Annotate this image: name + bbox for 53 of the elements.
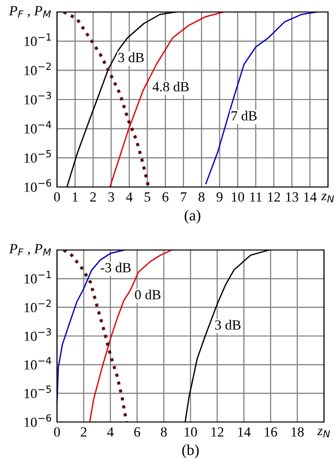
x-tick-label: 3	[108, 192, 114, 202]
line-series	[62, 12, 150, 187]
y-tick-label: 10$^{−6}$	[24, 414, 52, 427]
x-tick-label: 10	[232, 192, 244, 202]
x-tick-label: 14	[238, 427, 251, 436]
x-tick-label: 8	[160, 427, 167, 437]
y-tick-label: 10$^{−4}$	[24, 357, 52, 370]
y-tick-label: 10$^{−3}$	[24, 92, 51, 104]
x-tick-label: 2	[80, 427, 86, 436]
x-tick-label: 12	[268, 192, 280, 202]
x-tick-label: 12	[211, 427, 224, 436]
x-tick-label: 13	[286, 192, 298, 202]
y-tick-label: 10$^{−3}$	[24, 328, 51, 341]
y-tick-label: 10$^{−5}$	[24, 386, 51, 398]
x-axis-title: z$_{N}$	[321, 194, 334, 202]
text: (b)	[182, 444, 199, 458]
y-tick-label: 10$^{−1}$	[24, 34, 51, 46]
x-axis-title: z$_{N}$	[317, 428, 330, 438]
annotation: 3 dB	[215, 320, 241, 330]
x-tick-label: 4	[107, 427, 114, 436]
x-tick-label: 5	[144, 192, 150, 202]
annotation: 4.8 dB	[152, 82, 189, 92]
x-tick-label: 1	[72, 192, 78, 202]
y-tick-label: 10$^{−2}$	[24, 300, 51, 312]
y-tick-label: 10$^{−2}$	[24, 62, 51, 76]
x-tick-label: 11	[250, 192, 262, 202]
annotation: 3 dB	[118, 52, 144, 62]
x-tick-label: 7	[180, 192, 187, 202]
x-tick-label: 9	[216, 192, 223, 202]
x-tick-label: 4	[126, 192, 133, 202]
annotation: 7 dB	[232, 110, 257, 121]
y-axis-title: P$_{F}$ , P$_{M}$	[9, 6, 51, 18]
text: (a)	[184, 210, 200, 224]
x-tick-label: 0	[54, 427, 60, 437]
y-tick-label: 10$^{−1}$	[24, 271, 51, 284]
x-tick-label: 16	[264, 427, 278, 437]
y-tick-label: 10$^{−5}$	[24, 150, 51, 163]
x-tick-label: 0	[54, 192, 60, 202]
y-axis-title: P$_{F}$ , P$_{M}$	[9, 244, 51, 256]
line-series	[109, 12, 224, 187]
x-tick-label: 10	[184, 427, 197, 437]
annotation: -3 dB	[100, 262, 131, 272]
x-tick-label: 8	[198, 192, 204, 202]
x-tick-label: 6	[134, 427, 140, 437]
x-tick-label: 14	[304, 192, 317, 202]
x-tick-label: 6	[162, 192, 168, 202]
y-tick-label: 10$^{−6}$	[24, 179, 52, 192]
y-tick-label: 10$^{−4}$	[24, 121, 52, 134]
line-series	[205, 12, 318, 184]
x-tick-label: 2	[90, 192, 96, 202]
x-tick-label: 18	[292, 427, 304, 437]
annotation: 0 dB	[134, 290, 160, 300]
line-series	[89, 250, 172, 422]
